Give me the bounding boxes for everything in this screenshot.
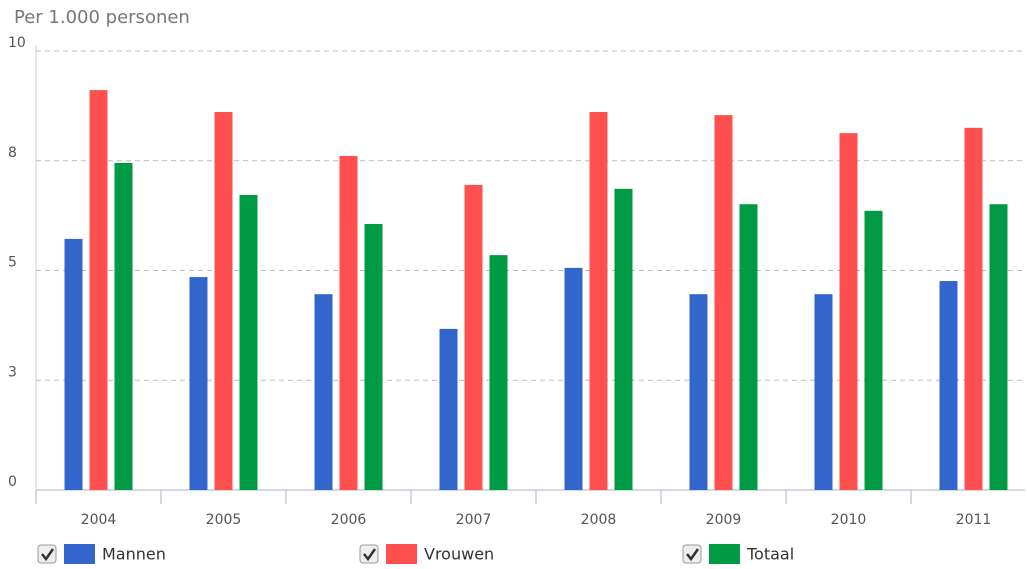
bar (689, 294, 708, 490)
y-tick-label: 5 (8, 255, 17, 271)
bar (839, 133, 858, 490)
bar (64, 238, 83, 490)
x-tick-label: 2009 (706, 512, 742, 528)
legend-label: Mannen (102, 545, 166, 564)
bar (339, 155, 358, 490)
bar (964, 127, 983, 490)
bar (714, 115, 733, 491)
chart-title: Per 1.000 personen (14, 7, 190, 28)
legend-swatch (386, 544, 417, 564)
bar (739, 204, 758, 490)
legend-swatch (709, 544, 740, 564)
y-tick-label: 10 (8, 35, 26, 51)
bar (439, 328, 458, 490)
bar (239, 194, 258, 490)
legend-checkbox[interactable] (682, 544, 702, 564)
x-tick-label: 2005 (206, 512, 242, 528)
bar (589, 112, 608, 491)
bar (114, 162, 133, 490)
bar (214, 112, 233, 491)
bar (864, 210, 883, 490)
x-tick-label: 2006 (331, 512, 367, 528)
y-tick-label: 8 (8, 145, 17, 161)
legend-checkbox[interactable] (359, 544, 379, 564)
bar (489, 255, 508, 490)
bar (614, 188, 633, 490)
legend-label: Vrouwen (424, 545, 494, 564)
bar (939, 281, 958, 490)
legend-check[interactable] (686, 548, 700, 562)
bar (464, 184, 483, 490)
legend-checkbox[interactable] (37, 544, 57, 564)
x-tick-label: 2007 (456, 512, 492, 528)
bar (89, 90, 108, 491)
legend-check[interactable] (363, 548, 377, 562)
bar (989, 204, 1008, 490)
legend-swatch (64, 544, 95, 564)
x-tick-label: 2008 (581, 512, 617, 528)
bar (564, 267, 583, 490)
bar (814, 294, 833, 490)
y-tick-label: 0 (8, 474, 17, 490)
bar (314, 294, 333, 490)
legend-check[interactable] (41, 548, 55, 562)
bar (364, 223, 383, 490)
x-tick-label: 2011 (956, 512, 992, 528)
y-tick-label: 3 (8, 364, 17, 380)
bar (189, 277, 208, 490)
legend-label: Totaal (746, 545, 794, 564)
x-tick-label: 2010 (831, 512, 867, 528)
x-tick-label: 2004 (81, 512, 117, 528)
